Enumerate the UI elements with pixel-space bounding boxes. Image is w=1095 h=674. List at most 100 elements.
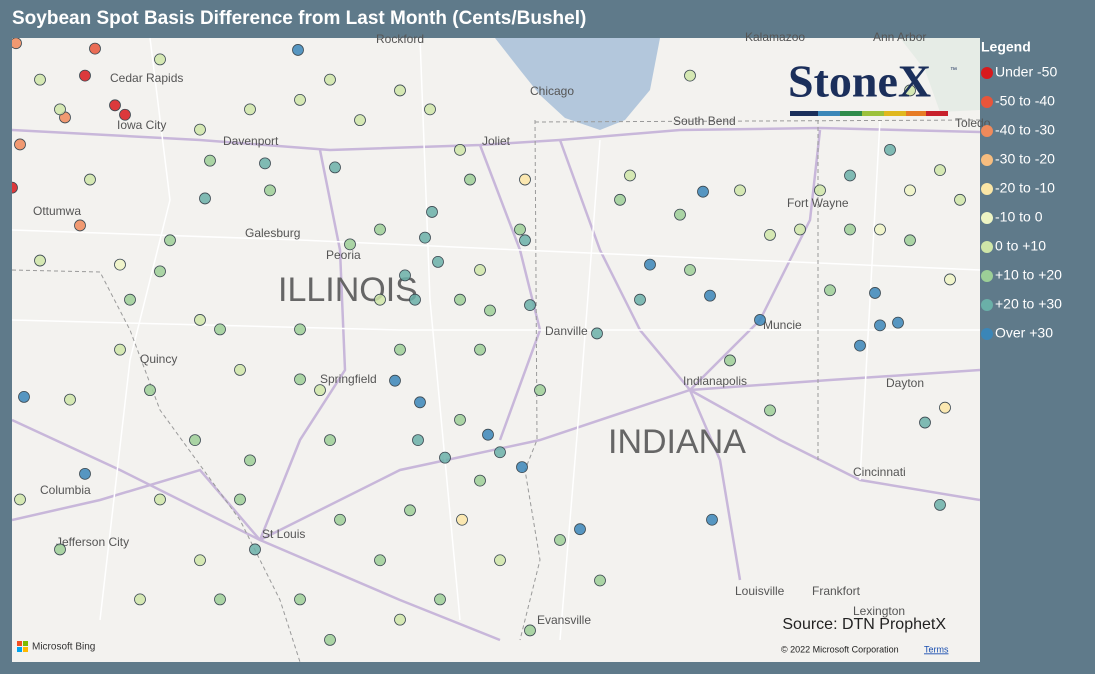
- legend-swatch: [981, 96, 993, 108]
- source: Source: DTN ProphetX: [782, 616, 946, 633]
- station-dot: [374, 223, 386, 236]
- city-label: Iowa City: [117, 118, 166, 132]
- city-label: Evansville: [537, 613, 591, 627]
- city-label: St Louis: [262, 527, 305, 541]
- station-dot: [394, 84, 406, 97]
- station-dot: [704, 289, 716, 302]
- station-dot: [74, 219, 86, 232]
- station-dot: [114, 343, 126, 356]
- station-dot: [189, 434, 201, 447]
- station-dot: [432, 255, 444, 268]
- city-label: Columbia: [40, 483, 91, 497]
- station-dot: [754, 314, 766, 326]
- station-dot: [844, 169, 856, 182]
- station-dot: [874, 319, 886, 332]
- city-label: Ottumwa: [33, 204, 81, 218]
- station-dot: [674, 208, 686, 221]
- region: [900, 38, 980, 112]
- station-dot: [904, 234, 916, 247]
- bing-credit: Microsoft Bing: [32, 642, 95, 653]
- station-dot: [314, 384, 326, 397]
- city-label: Joliet: [482, 134, 511, 148]
- station-dot: [874, 223, 886, 236]
- roads: [12, 38, 980, 641]
- station-dot: [634, 293, 646, 306]
- station-dot: [399, 269, 411, 282]
- station-dot: [516, 461, 528, 474]
- logo-stripe: [790, 111, 818, 116]
- legend-label: +20 to +30: [995, 296, 1062, 312]
- station-dot: [624, 169, 636, 182]
- station-dot: [514, 223, 526, 236]
- city-label: Springfield: [320, 372, 377, 386]
- station-dot: [419, 231, 431, 244]
- city-label: Chicago: [530, 84, 574, 98]
- station-dot: [524, 299, 536, 312]
- city-label: Kalamazoo: [745, 30, 805, 44]
- legend-swatch: [981, 241, 993, 253]
- station-dot: [214, 593, 226, 606]
- station-dot: [884, 143, 896, 156]
- city-label: Indianapolis: [683, 374, 747, 388]
- ms-logo: [23, 647, 28, 652]
- station-dot: [14, 138, 26, 151]
- station-dot: [344, 238, 356, 251]
- terms-link[interactable]: Terms: [924, 644, 949, 654]
- title: Soybean Spot Basis Difference from Last …: [12, 8, 586, 29]
- legend-swatch: [981, 125, 993, 137]
- basemap: [12, 38, 980, 662]
- city-label: Ann Arbor: [873, 30, 926, 44]
- ms-logo: [23, 641, 28, 646]
- city-label: Cedar Rapids: [110, 71, 183, 85]
- station-dot: [54, 543, 66, 556]
- station-dot: [324, 73, 336, 86]
- station-dot: [919, 416, 931, 429]
- station-dot: [409, 293, 421, 306]
- station-dot: [464, 173, 476, 186]
- station-dot: [574, 523, 586, 536]
- ms-logo: [17, 641, 22, 646]
- legend-swatch: [981, 154, 993, 166]
- logo-stripe: [840, 111, 862, 116]
- station-dot: [482, 428, 494, 441]
- station-dot: [294, 94, 306, 106]
- station-dot: [474, 343, 486, 356]
- city-label: Cincinnati: [853, 465, 906, 479]
- station-dot: [164, 234, 176, 247]
- station-dot: [124, 293, 136, 306]
- station-dot: [684, 264, 696, 276]
- station-dot: [234, 363, 246, 376]
- station-dot: [294, 593, 306, 606]
- legend-swatch: [981, 212, 993, 224]
- station-dot: [294, 323, 306, 336]
- station-dot: [434, 593, 446, 606]
- station-dot: [614, 193, 626, 206]
- legend-label: Over +30: [995, 325, 1053, 341]
- station-dot: [944, 273, 956, 286]
- logo-tm: ™: [950, 67, 957, 74]
- station-dot: [199, 192, 211, 205]
- station-dot: [109, 99, 121, 112]
- city-label: Lexington: [853, 604, 905, 618]
- station-dot: [684, 69, 696, 82]
- legend-label: 0 to +10: [995, 238, 1046, 254]
- station-dot: [374, 293, 386, 306]
- city-label: Frankfort: [812, 584, 861, 598]
- legend-label: +10 to +20: [995, 267, 1062, 283]
- station-dot: [474, 264, 486, 276]
- station-dot: [144, 384, 156, 397]
- station-dot: [354, 114, 366, 127]
- station-dot: [524, 624, 536, 637]
- logo-stripe: [906, 111, 926, 116]
- station-dot: [114, 258, 126, 271]
- station-dot: [79, 69, 91, 82]
- legend-swatch: [981, 67, 993, 79]
- city-label: Toledo: [955, 116, 991, 130]
- station-dot: [904, 84, 916, 97]
- station-dot: [824, 284, 836, 297]
- station-dot: [54, 103, 66, 116]
- station-dot: [389, 374, 401, 387]
- station-dot: [214, 323, 226, 336]
